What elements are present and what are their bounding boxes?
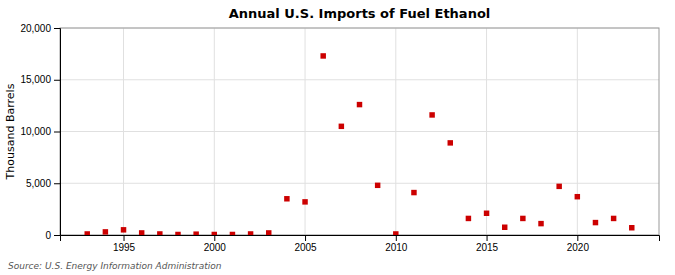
point: [375, 183, 380, 188]
x-axis-tick-mark: [214, 235, 215, 241]
x-axis: 1995 2000 2005 2010 2015 2020: [61, 235, 660, 253]
y-axis-tick: 20,000: [20, 23, 60, 34]
x-axis-tick: 2010: [385, 235, 408, 253]
plot-area: 1995 2000 2005 2010 2015 2020 0 5,000 10,000 15,0…: [20, 23, 659, 253]
point: [611, 216, 616, 221]
point: [175, 232, 180, 235]
grid-line-y: [60, 79, 659, 80]
point: [448, 140, 453, 145]
point: [84, 231, 89, 235]
x-axis-tick-mark: [577, 235, 578, 241]
point: [103, 229, 108, 234]
x-axis-tick-mark: [396, 235, 397, 241]
annotation: Source: U.S. Energy Information Administ…: [8, 261, 222, 271]
x-axis-tick: 2015: [476, 235, 499, 253]
y-axis-tick: 10,000: [20, 126, 60, 137]
x-axis-tick-label: 2005: [294, 242, 317, 253]
y-axis-tick-label: 5,000: [26, 178, 51, 189]
point: [484, 211, 489, 216]
x-axis-tick: 2000: [204, 235, 227, 253]
y-axis-tick: 15,000: [20, 74, 60, 85]
y-axis-line: [54, 29, 61, 236]
chart: 1995 2000 2005 2010 2015 2020 0 5,000 10,000 15,0…: [0, 0, 675, 275]
grid-line-y: [60, 131, 659, 132]
point: [411, 190, 416, 195]
x-axis-tick-mark: [487, 235, 488, 241]
point: [284, 196, 289, 201]
y-axis-tick: 0: [45, 230, 60, 241]
point: [266, 230, 271, 235]
x-axis-tick-label: 2020: [567, 242, 590, 253]
y-axis-tick-label: 15,000: [20, 74, 51, 85]
y-axis-tick-mark: [54, 183, 60, 184]
x-axis-tick: 2020: [567, 235, 590, 253]
x-axis-tick-mark: [305, 235, 306, 241]
point: [520, 216, 525, 221]
y-axis-tick-mark: [54, 80, 60, 81]
point: [575, 194, 580, 199]
plot-frame: [60, 28, 659, 235]
point: [629, 225, 634, 230]
x-axis-tick-label: 2015: [476, 242, 499, 253]
x-axis-tick-label: 2000: [204, 242, 227, 253]
point: [466, 216, 471, 221]
y-axis-title: Thousand Barrels: [4, 83, 17, 180]
x-axis-line: [61, 236, 660, 242]
y-axis-tick-label: 20,000: [20, 23, 51, 34]
point: [212, 232, 217, 235]
x-axis-tick-mark: [124, 235, 125, 241]
point: [538, 221, 543, 226]
grid-line-y: [60, 183, 659, 184]
y-axis-tick: 5,000: [26, 178, 60, 189]
point: [393, 231, 398, 235]
point: [193, 231, 198, 235]
x-axis-tick-label: 2010: [385, 242, 408, 253]
point: [121, 227, 126, 232]
x-axis-tick: 2005: [294, 235, 317, 253]
point: [556, 184, 561, 189]
x-axis-tick: 1995: [113, 235, 136, 253]
points: [84, 53, 634, 235]
point: [357, 102, 362, 107]
title: Annual U.S. Imports of Fuel Ethanol: [229, 6, 491, 21]
point: [157, 231, 162, 235]
y-axis-tick-label: 10,000: [20, 126, 51, 137]
point: [230, 232, 235, 235]
point: [139, 230, 144, 235]
point: [429, 112, 434, 117]
y-axis-tick-mark: [54, 132, 60, 133]
grid: [60, 28, 659, 235]
point: [320, 53, 325, 58]
y-axis-tick-mark: [54, 28, 60, 29]
x-axis-tick-label: 1995: [113, 242, 136, 253]
point: [593, 220, 598, 225]
point: [248, 231, 253, 235]
y-axis-tick-label: 0: [45, 230, 51, 241]
y-axis: 0 5,000 10,000 15,000 20,000: [20, 23, 60, 241]
y-axis-tick-mark: [54, 235, 60, 236]
point: [502, 224, 507, 229]
point: [339, 124, 344, 129]
point: [302, 199, 307, 204]
